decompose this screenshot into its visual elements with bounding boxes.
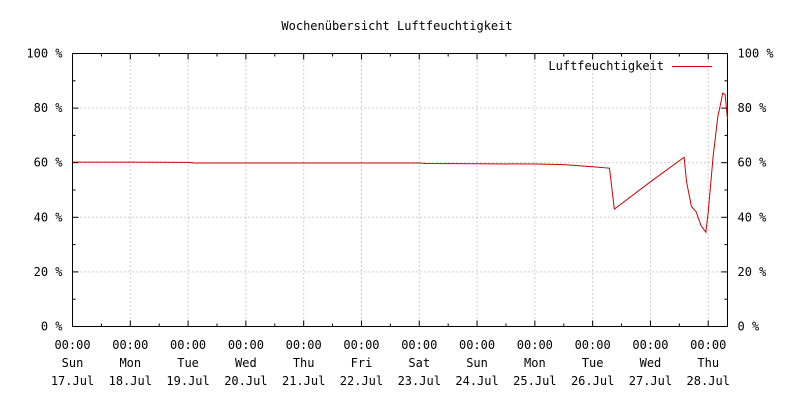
y-tick-label-left: 100 % [26,47,63,61]
x-tick-label: 28.Jul [687,374,730,388]
series-line-luftfeuchtigkeit [72,92,728,234]
x-tick-label: Tue [582,356,604,370]
x-tick-label: Sun [466,356,488,370]
x-tick-label: 22.Jul [340,374,383,388]
x-tick-label: Mon [119,356,141,370]
x-tick-label: Thu [697,356,719,370]
x-tick-label: 00:00 [401,338,437,352]
x-tick-label: 26.Jul [571,374,614,388]
x-tick-label: 00:00 [228,338,264,352]
y-tick-label-right: 0 % [738,320,760,334]
x-tick-label: 00:00 [112,338,148,352]
x-tick-label: 19.Jul [166,374,209,388]
x-tick-label: 00:00 [286,338,322,352]
x-tick-label: 00:00 [575,338,611,352]
x-tick-label: 21.Jul [282,374,325,388]
y-tick-label-left: 60 % [34,156,64,170]
y-tick-label-left: 40 % [34,210,64,224]
x-tick-label: Sat [408,356,430,370]
x-tick-label: 18.Jul [109,374,152,388]
y-tick-label-left: 80 % [34,101,64,115]
x-tick-label: 00:00 [517,338,553,352]
y-tick-label-right: 20 % [738,265,768,279]
x-tick-label: 20.Jul [224,374,267,388]
x-tick-label: 24.Jul [455,374,498,388]
x-tick-label: 00:00 [632,338,668,352]
x-tick-label: Fri [351,356,373,370]
x-tick-label: Tue [177,356,199,370]
x-tick-label: Wed [235,356,257,370]
x-tick-label: 27.Jul [629,374,672,388]
x-tick-label: 00:00 [343,338,379,352]
x-tick-label: Wed [640,356,662,370]
grid-layer [72,53,728,327]
x-tick-label: 00:00 [170,338,206,352]
chart-title: Wochenübersicht Luftfeuchtigkeit [281,19,512,33]
x-tick-label: 23.Jul [398,374,441,388]
tick-layer [72,53,728,327]
x-tick-label: 00:00 [54,338,90,352]
label-layer: 0 % 0 % 20 % 20 % 40 % 40 % 60 % 60 % 80 % 80 % 10… [26,47,774,389]
y-tick-label-right: 40 % [738,210,768,224]
plot-border [72,53,728,327]
x-tick-label: Mon [524,356,546,370]
y-tick-label-left: 0 % [41,320,63,334]
x-tick-label: 00:00 [690,338,726,352]
legend-label: Luftfeuchtigkeit [548,59,664,73]
x-tick-label: 17.Jul [51,374,94,388]
series-layer [72,92,728,234]
legend: Luftfeuchtigkeit [548,59,712,73]
y-tick-label-right: 60 % [738,156,768,170]
x-tick-label: 00:00 [459,338,495,352]
y-tick-label-right: 80 % [738,101,768,115]
x-tick-label: 25.Jul [513,374,556,388]
y-tick-label-right: 100 % [738,47,775,61]
y-tick-label-left: 20 % [34,265,64,279]
x-tick-label: Sun [62,356,84,370]
x-tick-label: Thu [293,356,315,370]
